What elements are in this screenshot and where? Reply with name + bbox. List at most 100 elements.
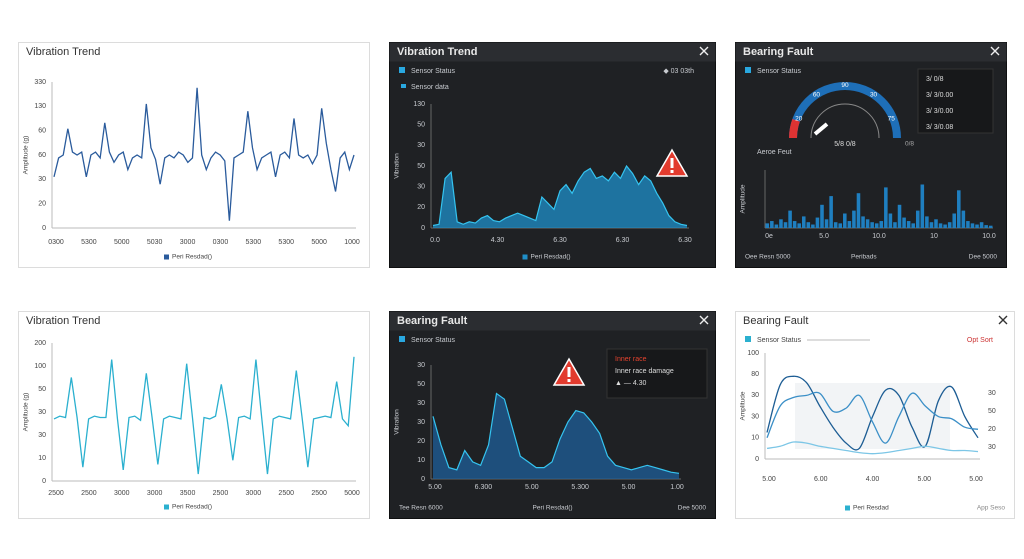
y-tick-label: 20 (417, 204, 425, 211)
warning-dot (567, 379, 571, 382)
x-tick-label: 0e (765, 233, 773, 240)
bar (847, 221, 852, 228)
bar (975, 224, 979, 228)
y-tick-label: 10 (38, 455, 46, 462)
y2-tick-label: 30 (988, 390, 996, 397)
data-line (53, 356, 355, 475)
panel: Bearing Fault Sensor Status Amplitude 0e 5.0… (735, 42, 1007, 268)
gauge-label: 90 (841, 82, 849, 89)
popup-line: 3/ 3/0.00 (926, 108, 953, 115)
y-tick-label: 30 (417, 142, 425, 149)
x-tick-label: 2500 (81, 490, 97, 497)
status-label: Sensor Status (757, 337, 801, 344)
gauge-label: 75 (888, 116, 896, 123)
x-tick-label: 0300 (48, 239, 64, 246)
legend-swatch (522, 254, 528, 260)
bar (815, 217, 820, 228)
y-tick-label: 0 (421, 476, 425, 483)
bar (893, 222, 897, 228)
bar (884, 187, 888, 228)
x-tick-label: 2500 (48, 490, 64, 497)
x-tick-label: 6.30 (553, 237, 567, 244)
data-area (433, 166, 687, 228)
x-tick-label: 5.00 (762, 476, 776, 483)
y-axis-label: Amplitude (740, 184, 747, 213)
x-tick-label: 5.00 (969, 476, 983, 483)
bar (861, 216, 865, 228)
bar (897, 204, 902, 228)
close-button[interactable] (990, 46, 1000, 56)
gauge-unit: 0/8 (905, 141, 914, 148)
x-tick-label: 2500 (278, 490, 294, 497)
status-label: Sensor Status (757, 68, 801, 75)
x-tick-label: 5.00 (917, 476, 931, 483)
y-tick-label: 60 (38, 152, 46, 159)
gauge-needle (813, 122, 829, 136)
y-tick-label: 30 (38, 432, 46, 439)
bar (843, 213, 847, 228)
bar (833, 222, 838, 228)
bar (902, 217, 906, 228)
x-tick-label: 4.30 (491, 237, 505, 244)
panel-title: Bearing Fault (743, 46, 814, 58)
y-tick-label: 10 (417, 457, 425, 464)
bar (906, 221, 911, 228)
legend-label: Peri Resdad() (172, 254, 212, 261)
legend-label: Peri Resdad() (172, 504, 212, 511)
y-tick-label: 30 (38, 409, 46, 416)
x-tick-label: 5.300 (571, 484, 589, 491)
sub-status-label: Sensor data (411, 84, 449, 91)
y-tick-label: 80 (751, 371, 759, 378)
bar (774, 224, 779, 228)
footer-label: Peribads (851, 254, 877, 261)
panel-title: Vibration Trend (26, 315, 100, 327)
panel: Vibration Trend Sensor Status ◆ 03 03th Sen… (389, 42, 716, 268)
warning-mark (670, 158, 674, 168)
panel: Bearing Fault Sensor Status Opt Sort Amplit… (735, 311, 1015, 519)
bar (934, 219, 938, 228)
status-label: Sensor Status (411, 68, 455, 75)
popup-line: 3/ 3/0.00 (926, 92, 953, 99)
bar (838, 223, 843, 228)
gauge-value: 5/8 0/8 (834, 141, 856, 148)
x-tick-label: 5000 (114, 239, 130, 246)
x-tick-label: 3500 (180, 490, 196, 497)
x-tick-label: 5300 (278, 239, 294, 246)
x-tick-label: 10.0 (982, 233, 996, 240)
panel-bg (389, 311, 716, 519)
y2-tick-label: 20 (988, 426, 996, 433)
y2-tick-label: 50 (988, 408, 996, 415)
footer-label: Dee 5000 (969, 254, 998, 261)
close-button[interactable] (699, 315, 709, 325)
footer-right: App Seso (977, 505, 1006, 512)
status-icon (399, 67, 405, 73)
y-axis-label: Vibration (394, 153, 401, 179)
y-tick-label: 60 (38, 128, 46, 135)
y-tick-label: 50 (417, 122, 425, 129)
bar (852, 210, 856, 228)
y-axis-label: Amplitude (740, 391, 747, 420)
x-tick-label: 5000 (344, 490, 360, 497)
x-tick-label: 3000 (147, 490, 163, 497)
gauge-arc (789, 82, 901, 139)
popup (917, 68, 994, 134)
x-tick-label: 5.0 (819, 233, 829, 240)
x-tick-label: 3000 (114, 490, 130, 497)
legend-swatch (164, 504, 169, 510)
y-tick-label: 130 (34, 103, 46, 110)
bar (920, 184, 925, 228)
y-tick-label: 30 (417, 184, 425, 191)
close-button[interactable] (998, 315, 1008, 325)
y-tick-label: 130 (413, 101, 425, 108)
title-bar (389, 42, 716, 62)
gauge-label: 20 (795, 116, 803, 123)
x-tick-label: 2500 (311, 490, 327, 497)
y-tick-label: 30 (38, 176, 46, 183)
gauge-inner (810, 103, 880, 139)
title-bar (735, 42, 1007, 62)
close-button[interactable] (699, 46, 709, 56)
x-tick-label: 10 (930, 233, 938, 240)
y-tick-label: 50 (38, 386, 46, 393)
y2-tick-label: 30 (988, 444, 996, 451)
